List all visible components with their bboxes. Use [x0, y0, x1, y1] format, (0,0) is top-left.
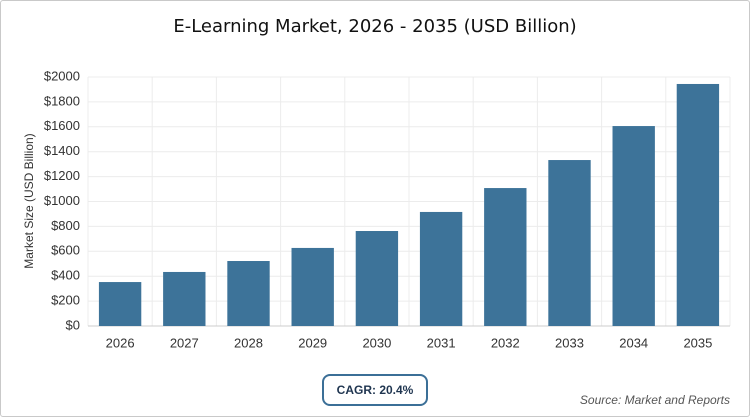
bar — [291, 247, 334, 326]
bar — [227, 261, 270, 326]
y-tick-label: $0 — [66, 317, 80, 332]
y-tick-label: $600 — [51, 243, 80, 258]
y-tick-label: $2000 — [44, 68, 80, 83]
bar — [612, 126, 655, 326]
bar — [163, 271, 206, 326]
x-tick-label: 2031 — [427, 335, 456, 350]
bar — [98, 282, 142, 326]
y-tick-label: $400 — [51, 268, 80, 283]
y-tick-label: $1400 — [44, 143, 80, 158]
x-tick-label: 2033 — [555, 335, 584, 350]
y-tick-label: $1600 — [44, 118, 80, 133]
bar — [484, 188, 527, 326]
x-tick-label: 2027 — [170, 335, 199, 350]
x-tick-label: 2030 — [362, 335, 391, 350]
y-tick-label: $800 — [51, 218, 80, 233]
y-tick-label: $200 — [51, 293, 80, 308]
x-tick-label: 2034 — [619, 335, 648, 350]
cagr-label: CAGR: 20.4% — [337, 383, 414, 397]
cagr-box — [322, 374, 428, 406]
y-tick-label: $1000 — [44, 193, 80, 208]
y-axis-title: Market Size (USD Billion) — [22, 133, 36, 268]
x-tick-label: 2026 — [106, 335, 135, 350]
y-tick-label: $1800 — [44, 93, 80, 108]
bar — [355, 231, 399, 326]
bar — [548, 160, 591, 326]
chart-title: E-Learning Market, 2026 - 2035 (USD Bill… — [173, 16, 576, 37]
x-tick-label: 2035 — [683, 335, 712, 350]
bar — [676, 83, 720, 326]
x-tick-label: 2032 — [491, 335, 520, 350]
y-tick-label: $1200 — [44, 168, 80, 183]
x-tick-label: 2028 — [234, 335, 263, 350]
source-note: Source: Market and Reports — [580, 393, 730, 407]
x-tick-label: 2029 — [298, 335, 327, 350]
bar — [419, 211, 463, 326]
